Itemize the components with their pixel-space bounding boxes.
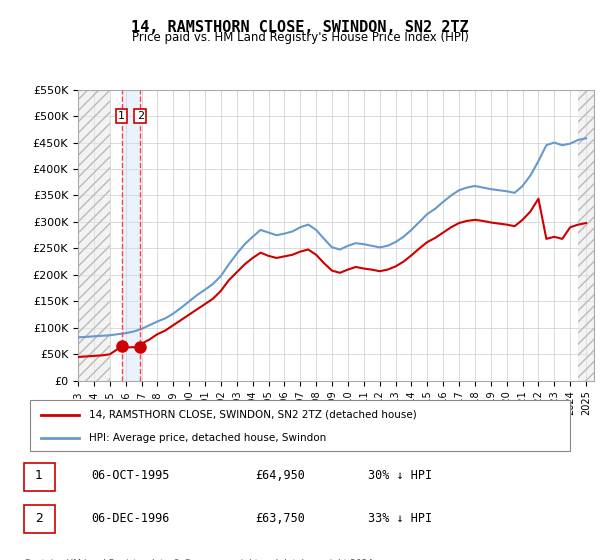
Bar [122,90,140,381]
Text: 2: 2 [137,111,144,121]
Text: £64,950: £64,950 [255,469,305,482]
Text: 30% ↓ HPI: 30% ↓ HPI [368,469,432,482]
Bar [78,90,110,381]
Text: 2: 2 [35,512,43,525]
Text: Price paid vs. HM Land Registry's House Price Index (HPI): Price paid vs. HM Land Registry's House … [131,31,469,44]
FancyBboxPatch shape [30,400,570,451]
Text: Contains HM Land Registry data © Crown copyright and database right 2024.
This d: Contains HM Land Registry data © Crown c… [23,559,376,560]
Text: 06-DEC-1996: 06-DEC-1996 [91,512,170,525]
Text: 14, RAMSTHORN CLOSE, SWINDON, SN2 2TZ: 14, RAMSTHORN CLOSE, SWINDON, SN2 2TZ [131,20,469,35]
Bar [578,90,594,381]
FancyBboxPatch shape [23,505,55,533]
Text: 06-OCT-1995: 06-OCT-1995 [91,469,170,482]
Bar [78,90,110,381]
Text: 1: 1 [35,469,43,482]
Text: HPI: Average price, detached house, Swindon: HPI: Average price, detached house, Swin… [89,433,326,443]
Text: 1: 1 [118,111,125,121]
Text: 33% ↓ HPI: 33% ↓ HPI [368,512,432,525]
Text: £63,750: £63,750 [255,512,305,525]
FancyBboxPatch shape [23,463,55,491]
Bar [578,90,594,381]
Text: 14, RAMSTHORN CLOSE, SWINDON, SN2 2TZ (detached house): 14, RAMSTHORN CLOSE, SWINDON, SN2 2TZ (d… [89,409,417,419]
